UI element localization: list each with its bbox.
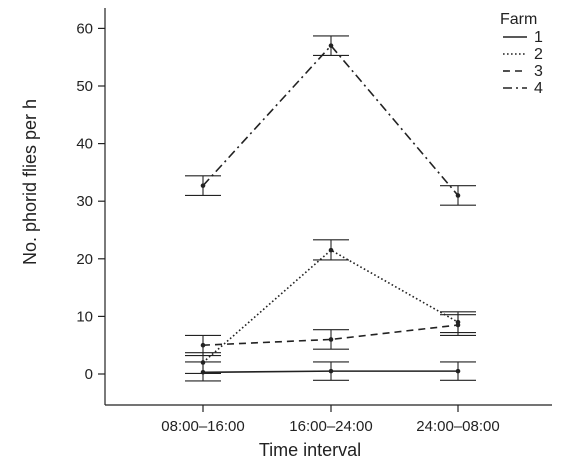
data-point (455, 322, 461, 328)
series-line (202, 44, 459, 196)
series-farm-2 (185, 239, 476, 374)
y-tick-label: 40 (76, 136, 93, 153)
legend-label: 4 (534, 80, 543, 97)
series-line (202, 249, 459, 364)
y-tick-label: 10 (76, 308, 93, 325)
x-axis-title: Time interval (259, 440, 361, 460)
data-point (328, 337, 334, 342)
y-tick-label: 30 (76, 193, 93, 210)
series-farm-4 (185, 35, 476, 206)
series-farm-3 (185, 314, 476, 357)
data-point (200, 183, 206, 188)
y-tick-label: 50 (76, 78, 93, 95)
plot-area (104, 8, 552, 406)
y-ticks: 0 10 20 30 40 50 60 (76, 20, 105, 383)
legend-label: 1 (534, 29, 543, 46)
data-point (328, 43, 334, 48)
series-line (202, 324, 459, 346)
data-point (200, 342, 206, 348)
data-point (200, 360, 206, 365)
x-tick-label: 08:00–16:00 (161, 418, 244, 435)
y-axis-title: No. phorid flies per h (20, 99, 40, 265)
data-point (328, 247, 334, 253)
data-point (455, 193, 461, 198)
y-tick-label: 20 (76, 251, 93, 268)
series-layer (185, 35, 476, 382)
data-point (455, 368, 461, 374)
legend-title: Farm (500, 11, 537, 28)
x-tick-label: 24:00–08:00 (416, 418, 499, 435)
x-ticks: 08:00–16:00 16:00–24:00 24:00–08:00 (161, 405, 500, 435)
data-point (328, 368, 334, 374)
y-tick-label: 0 (85, 366, 93, 383)
series-farm-1 (185, 361, 476, 382)
legend-label: 3 (534, 63, 543, 80)
x-tick-label: 16:00–24:00 (289, 418, 372, 435)
legend-label: 2 (534, 46, 543, 63)
y-tick-label: 60 (76, 20, 93, 37)
